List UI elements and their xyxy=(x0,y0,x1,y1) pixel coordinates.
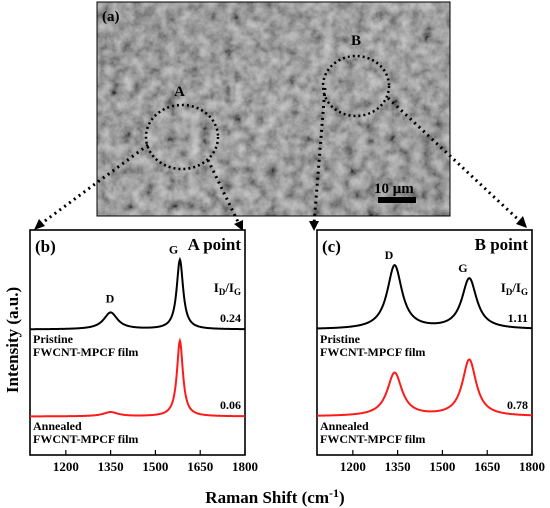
arrow-a-right xyxy=(206,159,242,227)
series-line-1 xyxy=(316,358,533,417)
ratio-header-sub-d: D xyxy=(506,287,513,297)
ratio-value: 0.06 xyxy=(220,398,241,412)
series-name-line1: Annealed xyxy=(320,419,369,433)
arrow-head-b-left xyxy=(309,221,319,231)
series-name-line2: FWCNT-MPCF film xyxy=(320,432,425,446)
region-b-label: B xyxy=(351,33,361,49)
panel-title: A point xyxy=(188,235,242,254)
x-tick-label: 1500 xyxy=(142,459,168,474)
chart-panel-c: 1200 1350 1500 1650 1800(c) B pointID/IG1.11P… xyxy=(316,229,545,474)
series-line-0 xyxy=(316,264,533,330)
ratio-value: 0.24 xyxy=(220,311,241,325)
panel-label: (b) xyxy=(35,237,56,256)
connector-arrows xyxy=(37,87,525,228)
panel-label: (c) xyxy=(322,237,341,256)
peak-label-g: G xyxy=(458,261,467,275)
peak-label-g: G xyxy=(169,243,178,257)
scalebar-label: 10 μm xyxy=(374,181,414,197)
ratio-header: ID/IG xyxy=(501,280,528,297)
series-name-line1: Pristine xyxy=(320,332,361,346)
series-line-1 xyxy=(29,337,245,418)
ratio-header-sub-g: G xyxy=(521,287,528,297)
ratio-header-i: I xyxy=(501,280,506,295)
arrow-heads xyxy=(34,216,527,231)
chart-panel-b: 1200 1350 1500 1650 1800(b) A pointID/IG0.24P… xyxy=(29,229,258,474)
peak-label-d: D xyxy=(106,291,115,305)
arrow-b-right xyxy=(386,96,525,226)
region-a-label: A xyxy=(174,84,185,100)
x-tick-label: 1200 xyxy=(340,459,366,474)
arrow-head-a-right xyxy=(234,220,243,231)
series-name-line2: FWCNT-MPCF film xyxy=(320,345,425,359)
ratio-header: ID/IG xyxy=(214,280,241,297)
ratio-header-slash: /I xyxy=(224,280,234,295)
series-line-0 xyxy=(30,256,246,331)
sem-frame xyxy=(96,1,451,217)
scalebar xyxy=(378,197,416,203)
x-tick-label: 1350 xyxy=(98,459,124,474)
x-tick-label: 1650 xyxy=(187,459,213,474)
arrow-head-a-left xyxy=(34,219,45,230)
ratio-header-i: I xyxy=(214,280,219,295)
x-axis-label-close: ) xyxy=(339,488,345,507)
x-axis-label-sup: -1 xyxy=(329,486,339,500)
ratio-value: 1.11 xyxy=(508,311,528,325)
ratio-header-slash: /I xyxy=(511,280,521,295)
region-a-circle xyxy=(144,103,220,171)
series-name-line1: Pristine xyxy=(33,332,74,346)
x-tick-label: 1800 xyxy=(519,459,545,474)
x-tick-label: 1350 xyxy=(385,459,411,474)
peak-label-d: D xyxy=(385,248,394,262)
region-b-circle xyxy=(321,54,391,118)
x-tick-label: 1200 xyxy=(53,459,79,474)
sem-image: (a) A B 10 μm xyxy=(96,1,451,217)
plot-frame xyxy=(29,229,246,456)
y-axis-label: Intensity (a.u.) xyxy=(3,287,22,393)
series-name-line1: Annealed xyxy=(33,419,82,433)
panel-label-a: (a) xyxy=(102,9,120,25)
ratio-header-sub-d: D xyxy=(219,287,226,297)
ratio-header-sub-g: G xyxy=(234,287,241,297)
series-name-line2: FWCNT-MPCF film xyxy=(33,432,138,446)
plot-frame xyxy=(316,229,533,456)
x-tick-label: 1650 xyxy=(474,459,500,474)
sem-texture xyxy=(97,2,450,216)
panel-title: B point xyxy=(475,235,529,254)
x-axis-label: Raman Shift (cm-1) xyxy=(205,486,344,507)
x-axis-label-text: Raman Shift (cm xyxy=(205,488,329,507)
arrow-head-b-right xyxy=(516,216,527,228)
series-name-line2: FWCNT-MPCF film xyxy=(33,345,138,359)
x-tick-label: 1500 xyxy=(429,459,455,474)
ratio-value: 0.78 xyxy=(507,398,528,412)
x-tick-label: 1800 xyxy=(232,459,258,474)
